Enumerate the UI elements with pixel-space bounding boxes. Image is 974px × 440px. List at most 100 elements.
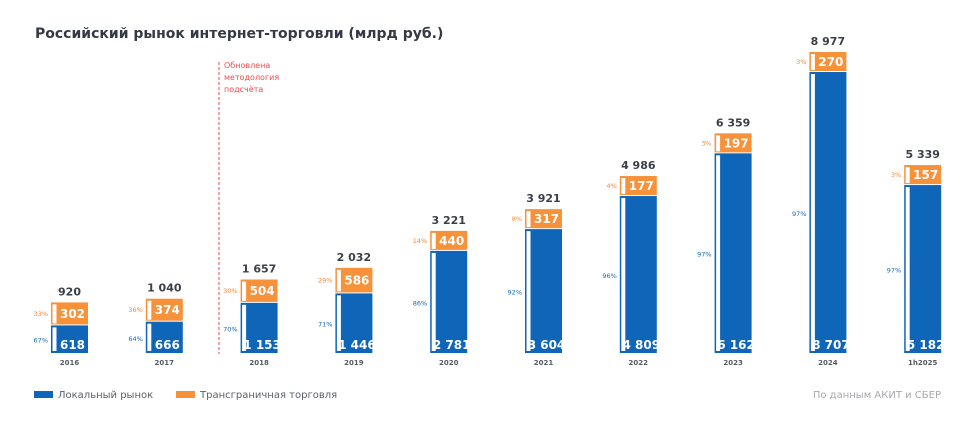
local-share-label: 86% [413, 299, 427, 307]
bar-local-value: 6 162 [717, 338, 755, 352]
bar-crossborder-value: 197 [724, 136, 749, 150]
bar-crossborder-strip [336, 269, 341, 292]
bar-local [809, 72, 847, 353]
bar-total-label: 5 339 [905, 148, 939, 161]
bar-crossborder [904, 165, 942, 185]
bar-crossborder-value: 374 [155, 303, 180, 317]
bar-local-strip [431, 252, 436, 351]
bar-local-strip [905, 187, 910, 351]
bar-crossborder-strip [147, 300, 152, 320]
x-tick-label: 2016 [60, 359, 80, 367]
bar-total-label: 8 977 [811, 35, 845, 48]
local-share-label: 97% [887, 267, 901, 275]
local-share-label: 64% [128, 335, 142, 343]
local-share-label: 97% [697, 251, 711, 259]
x-tick-label: 2022 [629, 359, 649, 367]
bar-total-label: 3 221 [431, 214, 465, 227]
bar-local-value: 2 781 [433, 338, 471, 352]
legend-swatch-crossborder [176, 391, 195, 398]
bar-crossborder-value: 504 [250, 284, 275, 298]
x-tick-label: 2020 [439, 359, 459, 367]
bar-total-label: 1 657 [242, 263, 276, 276]
bar-local-strip [716, 155, 721, 351]
crossborder-share-label: 30% [223, 287, 237, 295]
bar-crossborder-value: 440 [439, 234, 464, 248]
bar-local [240, 302, 278, 353]
bar-crossborder [335, 267, 373, 293]
source-note: По данным АКИТ и СБЕР [813, 390, 941, 401]
crossborder-share-label: 14% [413, 237, 427, 245]
legend: Локальный рынок Трансграничная торговля [34, 390, 337, 401]
bar-total-label: 1 040 [147, 282, 182, 295]
bar-local-value: 8 707 [812, 338, 850, 352]
bar-crossborder-strip [810, 54, 815, 70]
crossborder-share-label: 36% [128, 306, 142, 314]
x-tick-label: 2021 [534, 359, 554, 367]
bar-crossborder-value: 270 [818, 55, 843, 69]
chart-title: Российский рынок интернет-торговли (млрд… [35, 26, 443, 42]
legend-swatch-local [34, 391, 53, 398]
local-share-label: 71% [318, 321, 332, 329]
bar-crossborder-value: 586 [344, 274, 369, 288]
x-tick-label: 2024 [818, 359, 838, 367]
local-share-label: 70% [223, 325, 237, 333]
bar-crossborder-strip [52, 304, 57, 324]
bar-local [904, 185, 942, 353]
annotation-line: Обновлена [224, 61, 270, 70]
bars-group: 302 618 920 33% 67% 2016 374 666 1 040 36% 64% 2017… [34, 35, 945, 367]
bar-local [335, 293, 373, 353]
x-tick-label: 2017 [155, 359, 175, 367]
x-tick-label: 2019 [344, 359, 364, 367]
bar-local-value: 666 [155, 338, 180, 352]
bar-crossborder-strip [716, 135, 721, 152]
x-tick-label: 2018 [249, 359, 269, 367]
crossborder-share-label: 8% [512, 215, 522, 223]
bar-crossborder [809, 52, 847, 71]
bar-local-strip [242, 304, 247, 351]
bar-crossborder-strip [621, 178, 626, 195]
bar-total-label: 6 359 [716, 116, 750, 129]
bar-crossborder [430, 230, 468, 250]
bar-total-label: 920 [58, 285, 81, 298]
bar-local-value: 1 446 [338, 338, 376, 352]
bar-crossborder-value: 317 [534, 212, 559, 226]
bar-local-value: 1 153 [243, 338, 281, 352]
bar-crossborder-value: 177 [629, 179, 654, 193]
bar-crossborder [714, 133, 752, 153]
legend-label-local: Локальный рынок [58, 390, 153, 401]
bar-local-strip [52, 327, 57, 351]
bar-local [714, 153, 752, 353]
bar-crossborder-value: 157 [913, 168, 938, 182]
bar-local [145, 321, 183, 353]
bar-local [619, 196, 657, 353]
bar-total-label: 2 032 [337, 251, 371, 264]
crossborder-share-label: 3% [796, 58, 806, 66]
annotation-line: подсчёта [224, 85, 263, 94]
bar-crossborder-strip [905, 167, 910, 184]
bar-local-strip [147, 323, 152, 351]
bar-crossborder [619, 176, 657, 196]
bar-total-label: 4 986 [621, 159, 656, 172]
bar-crossborder-strip [526, 211, 531, 228]
bar-local-strip [621, 198, 626, 351]
crossborder-share-label: 29% [318, 277, 332, 285]
local-share-label: 97% [792, 210, 806, 218]
crossborder-share-label: 33% [34, 310, 48, 318]
local-share-label: 96% [602, 272, 616, 280]
x-tick-label: 1h2025 [908, 359, 937, 367]
crossborder-share-label: 4% [606, 182, 616, 190]
crossborder-share-label: 3% [891, 171, 901, 179]
bar-local-value: 618 [60, 338, 85, 352]
bar-crossborder-value: 302 [60, 307, 85, 321]
bar-crossborder [525, 209, 562, 229]
crossborder-share-label: 3% [701, 139, 711, 147]
legend-label-crossborder: Трансграничная торговля [199, 390, 337, 401]
annotation-line: методология [224, 73, 279, 82]
bar-crossborder [240, 279, 278, 302]
local-share-label: 92% [508, 289, 522, 297]
bar-local-value: 5 182 [907, 338, 945, 352]
bar-local-value: 4 809 [623, 338, 661, 352]
bar-local [430, 250, 468, 353]
local-share-label: 67% [34, 337, 48, 345]
bar-crossborder-strip [242, 281, 247, 301]
